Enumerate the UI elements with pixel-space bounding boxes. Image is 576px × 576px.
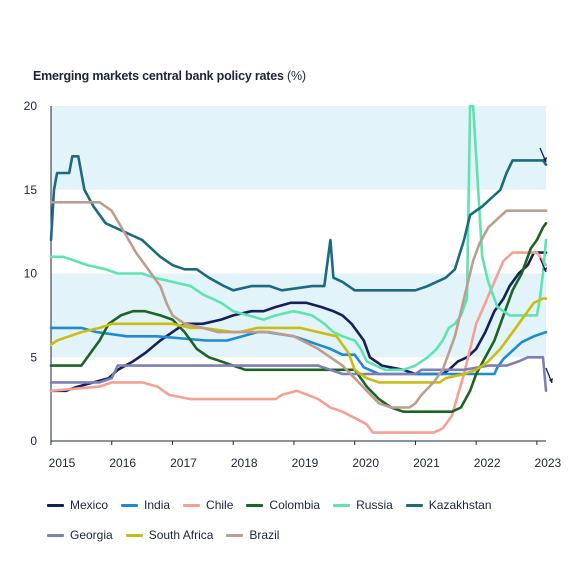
y-tick-label: 5 [30, 350, 37, 364]
legend-label: Brazil [249, 528, 280, 542]
series-line-brazil [49, 201, 548, 409]
x-tick-label: 2016 [109, 456, 136, 470]
legend-item: Kazakhstan [405, 498, 492, 512]
legend-row-2: Georgia South Africa Brazil [47, 520, 547, 550]
legend-item: Colombia [246, 498, 320, 512]
legend-swatch [121, 503, 139, 507]
y-tick-label: 0 [30, 434, 37, 448]
legend-swatch [246, 503, 264, 507]
legend-swatch [405, 503, 423, 507]
legend-label: Chile [206, 498, 234, 512]
series-line-chile [49, 251, 548, 434]
legend-label: Georgia [70, 528, 113, 542]
x-tick-label: 2023 [535, 456, 562, 470]
x-tick-label: 2018 [231, 456, 258, 470]
legend-label: Colombia [269, 498, 321, 512]
legend-swatch [183, 503, 201, 507]
legend-swatch [333, 503, 351, 507]
chart-title: Emerging markets central bank policy rat… [33, 69, 306, 83]
legend-label: Mexico [70, 498, 109, 512]
trend-arrowhead-0 [543, 157, 547, 162]
chart-title-unit: (%) [287, 69, 306, 83]
x-tick-label: 2021 [413, 456, 440, 470]
x-tick-label: 2019 [292, 456, 319, 470]
legend-label: Russia [356, 498, 393, 512]
legend-item: Russia [333, 498, 393, 512]
series-line-south-africa [49, 297, 548, 384]
y-tick-label: 10 [24, 267, 38, 281]
series-line-georgia [49, 356, 548, 393]
x-tick-label: 2015 [49, 456, 76, 470]
legend-label: Kazakhstan [428, 498, 492, 512]
legend-item: South Africa [125, 528, 214, 542]
x-tick-label: 2020 [352, 456, 379, 470]
y-tick-label: 20 [24, 99, 38, 113]
shaded-band-1 [51, 106, 546, 190]
legend-item: Brazil [226, 528, 279, 542]
legend-swatch [226, 533, 244, 537]
series-line-mexico [49, 251, 548, 393]
trend-arrowhead-1 [543, 267, 547, 272]
legend-item: Georgia [47, 528, 113, 542]
legend-item: Mexico [47, 498, 108, 512]
series-line-india [49, 326, 548, 376]
legend-row-1: Mexico India Chile Colombia Russia Kazakhstan [47, 490, 547, 520]
legend-swatch [47, 533, 64, 537]
legend-swatch [47, 503, 64, 507]
legend-label: South Africa [148, 528, 214, 542]
y-tick-label: 15 [24, 183, 38, 197]
x-tick-label: 2022 [474, 456, 501, 470]
legend-item: Chile [183, 498, 233, 512]
series-line-kazakhstan [49, 155, 548, 292]
trend-arrowhead-2 [549, 378, 553, 383]
x-tick-label: 2017 [170, 456, 197, 470]
legend-label: India [144, 498, 171, 512]
legend-item: India [121, 498, 170, 512]
legend: Mexico India Chile Colombia Russia Kazakhstan… [47, 490, 547, 550]
legend-swatch [125, 533, 143, 537]
chart-title-text: Emerging markets central bank policy rat… [33, 69, 284, 83]
